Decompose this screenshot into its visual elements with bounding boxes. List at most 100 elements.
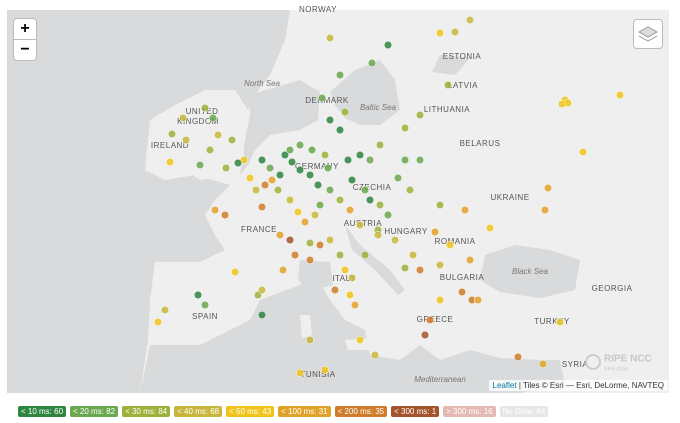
country-label: LATVIA [448, 81, 478, 90]
probe-dot [325, 235, 335, 245]
layers-button[interactable] [633, 19, 663, 49]
probe-dot [325, 185, 335, 195]
probe-dot [425, 315, 435, 325]
probe-dot [538, 359, 548, 369]
country-label: ROMANIA [435, 237, 476, 246]
country-label: IRELAND [151, 141, 189, 150]
country-label: GEORGIA [592, 284, 633, 293]
probe-dot [275, 170, 285, 180]
probe-dot [435, 28, 445, 38]
probe-dot [615, 90, 625, 100]
probe-dot [400, 123, 410, 133]
probe-dot [355, 150, 365, 160]
watermark-logo [585, 354, 601, 370]
probe-dot [313, 180, 323, 190]
probe-dot [365, 155, 375, 165]
probe-dot [267, 175, 277, 185]
probe-dot [317, 93, 327, 103]
probe-dot [208, 113, 218, 123]
probe-dot [465, 15, 475, 25]
legend-item[interactable]: No Data: 64 [499, 406, 549, 417]
country-label: ITALY [332, 274, 356, 283]
legend-item[interactable]: < 100 ms: 31 [278, 406, 331, 417]
probe-dot [435, 260, 445, 270]
probe-dot [543, 183, 553, 193]
probe-dot [360, 185, 370, 195]
probe-dot [345, 290, 355, 300]
probe-dot [310, 210, 320, 220]
legend-item[interactable]: < 50 ms: 43 [226, 406, 275, 417]
probe-dot [195, 160, 205, 170]
country-label: FRANCE [241, 225, 277, 234]
country-label: ESTONIA [443, 52, 482, 61]
probe-dot [260, 180, 270, 190]
legend-item[interactable]: < 200 ms: 35 [334, 406, 388, 417]
country-label: BELARUS [460, 139, 501, 148]
zoom-out[interactable]: − [13, 39, 37, 61]
probe-dot [370, 350, 380, 360]
probe-dot [257, 155, 267, 165]
probe-dot [320, 150, 330, 160]
probe-dot [178, 113, 188, 123]
probe-dot [415, 265, 425, 275]
legend-item[interactable]: < 40 ms: 68 [174, 406, 223, 417]
probe-dot [220, 210, 230, 220]
legend-item[interactable]: > 300 ms: 16 [443, 406, 496, 417]
legend-item[interactable]: < 20 ms: 82 [70, 406, 119, 417]
probe-dot [300, 217, 310, 227]
country-label: LITHUANIA [424, 105, 470, 114]
leaflet-link[interactable]: Leaflet [492, 381, 517, 390]
probe-dot [457, 287, 467, 297]
zoom-in[interactable]: + [13, 18, 37, 40]
probe-dot [393, 173, 403, 183]
probe-dot [285, 195, 295, 205]
legend-item[interactable]: < 300 ms: 1 [391, 406, 440, 417]
probe-dot [305, 335, 315, 345]
probe-dot [365, 195, 375, 205]
probe-dot [181, 135, 191, 145]
probe-dot [295, 140, 305, 150]
probe-dot [383, 40, 393, 50]
attribution-text: | Tiles © Esri — Esri, DeLorme, NAVTEQ [518, 381, 664, 390]
probe-dot [375, 200, 385, 210]
probe-dot [278, 265, 288, 275]
probe-dot [305, 255, 315, 265]
probe-dot [578, 147, 588, 157]
probe-dot [335, 125, 345, 135]
probe-dot [200, 103, 210, 113]
probe-dot [373, 230, 383, 240]
probe-dot [335, 195, 345, 205]
probe-dot [367, 58, 377, 68]
probe-dot [200, 300, 210, 310]
probe-dot [383, 210, 393, 220]
probe-dot [233, 158, 243, 168]
probe-dot [420, 330, 430, 340]
probe-dot [315, 240, 325, 250]
probe-dot [210, 205, 220, 215]
legend: < 10 ms: 60 < 20 ms: 82 < 30 ms: 84 < 40 ms… [18, 406, 549, 417]
probe-dot [485, 223, 495, 233]
probe-dot [245, 173, 255, 183]
legend-item[interactable]: < 10 ms: 60 [18, 406, 67, 417]
probe-dot [430, 227, 440, 237]
probe-dot [557, 99, 567, 109]
probe-dot [320, 365, 330, 375]
legend-item[interactable]: < 30 ms: 84 [122, 406, 171, 417]
watermark-subtitle: RIPE Atlas [604, 366, 628, 372]
probe-dot [167, 129, 177, 139]
probe-dot [323, 163, 333, 173]
probe-dot [265, 163, 275, 173]
probe-dot [435, 200, 445, 210]
layers-icon [637, 26, 659, 42]
probe-dot [460, 205, 470, 215]
probe-dot [345, 205, 355, 215]
probe-dot [445, 240, 455, 250]
country-label: CZECHIA [353, 183, 392, 192]
probe-dot [330, 285, 340, 295]
country-label: SPAIN [192, 312, 218, 321]
probe-dot [295, 165, 305, 175]
probe-dot [221, 163, 231, 173]
probe-dot [293, 207, 303, 217]
probe-dot [257, 285, 267, 295]
